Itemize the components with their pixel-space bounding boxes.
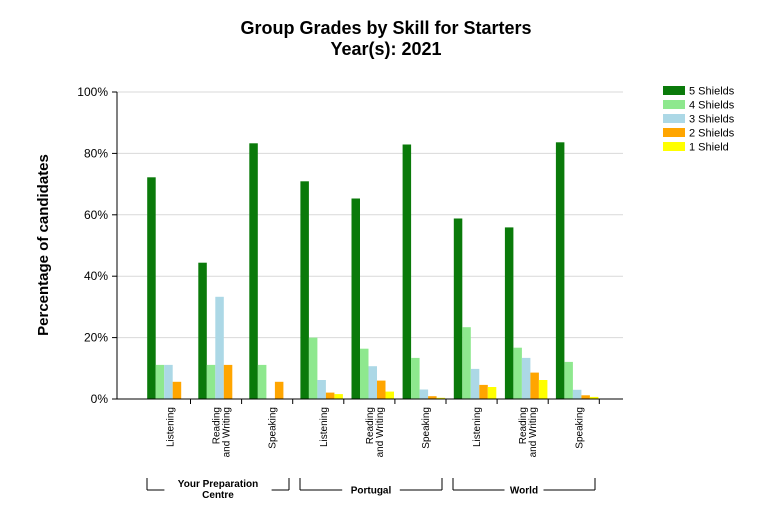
x-tick-label-line: Speaking: [421, 407, 432, 449]
legend-label: 4 Shields: [689, 100, 735, 112]
bar-2-shields: [428, 396, 437, 399]
group-label: Your Preparation: [178, 479, 258, 490]
chart-title: Group Grades by Skill for Starters: [240, 18, 531, 38]
bar-3-shields: [164, 364, 173, 399]
legend-swatch: [663, 114, 685, 123]
bars: [147, 142, 599, 400]
bar-2-shields: [172, 381, 182, 399]
group-label: Portugal: [351, 486, 392, 497]
bar-2-shields: [223, 364, 233, 399]
x-tick-label-line: Speaking: [268, 407, 279, 449]
bar-4-shields: [411, 357, 420, 399]
bar-5-shields: [453, 218, 463, 399]
bar-2-shields: [274, 381, 284, 399]
bar-4-shields: [513, 347, 522, 399]
legend-label: 1 Shield: [689, 142, 729, 154]
legend-swatch: [663, 142, 685, 151]
bar-4-shields: [462, 327, 471, 399]
x-tick-label: Listening: [319, 407, 330, 447]
axes: 0% 20% 40% 60% 80% 100%: [77, 85, 623, 406]
bar-3-shields: [215, 296, 224, 399]
bar-1-shield: [538, 380, 548, 399]
x-tick-label-line: Reading: [212, 407, 223, 444]
x-tick-label: Listening: [472, 407, 483, 447]
group-label: World: [510, 486, 538, 497]
bar-5-shields: [351, 198, 360, 399]
bar-4-shields: [257, 364, 267, 399]
x-tick-label-line: Reading: [518, 407, 529, 444]
bar-1-shield: [487, 387, 497, 399]
bar-5-shields: [504, 227, 514, 399]
bar-2-shields: [377, 380, 386, 399]
x-tick-label: Reading and Writing: [365, 407, 386, 457]
y-tick-label: 100%: [77, 85, 108, 99]
bar-5-shields: [402, 144, 412, 399]
bar-3-shields: [572, 389, 582, 399]
bar-3-shields: [419, 389, 429, 399]
legend-swatch: [663, 86, 685, 95]
group-label: Centre: [202, 490, 234, 501]
bar-2-shields: [479, 384, 488, 399]
gridlines: [117, 91, 623, 339]
legend-label: 3 Shields: [689, 114, 735, 126]
bar-4-shields: [155, 364, 165, 399]
bar-5-shields: [198, 262, 207, 399]
bar-5-shields: [555, 142, 565, 400]
legend: 5 Shields 4 Shields 3 Shields 2 Shields 1 Sh…: [663, 86, 735, 154]
x-tick-label: Speaking: [574, 407, 585, 449]
bar-5-shields: [147, 177, 156, 399]
x-tick-label: Speaking: [268, 407, 279, 449]
chart-subtitle: Year(s): 2021: [330, 39, 441, 59]
x-tick-label-line: Listening: [319, 407, 330, 447]
x-tick-label: Listening: [166, 407, 177, 447]
y-tick-label: 20%: [84, 331, 108, 345]
x-tick-label: Speaking: [421, 407, 432, 449]
bar-2-shields: [581, 395, 590, 399]
legend-swatch: [663, 128, 685, 137]
legend-label: 5 Shields: [689, 86, 735, 98]
bar-4-shields: [564, 361, 573, 399]
y-tick-label: 60%: [84, 208, 108, 222]
bar-2-shields: [325, 392, 335, 399]
x-tick-label-line: Speaking: [574, 407, 585, 449]
x-tick-labels: Listening Reading and Writing Speaking Liste…: [166, 407, 586, 457]
x-tick-label-line: and Writing: [375, 407, 386, 457]
y-tick-label: 80%: [84, 146, 108, 160]
bar-4-shields: [206, 364, 216, 399]
bar-1-shield: [436, 397, 446, 399]
x-tick-label: Reading and Writing: [212, 407, 233, 457]
legend-label: 2 Shields: [689, 128, 735, 140]
x-tick-label-line: Listening: [166, 407, 177, 447]
bar-2-shields: [530, 372, 539, 399]
x-tick-label-line: Listening: [472, 407, 483, 447]
bar-3-shields: [470, 368, 480, 399]
legend-swatch: [663, 100, 685, 109]
x-tick-label-line: Reading: [365, 407, 376, 444]
x-tick-label-line: and Writing: [528, 407, 539, 457]
x-tick-label: Reading and Writing: [518, 407, 539, 457]
y-tick-label: 0%: [91, 392, 109, 406]
x-tick-label-line: and Writing: [222, 407, 233, 457]
bar-4-shields: [360, 348, 369, 399]
bar-5-shields: [249, 143, 258, 399]
bar-3-shields: [368, 366, 377, 399]
bar-1-shield: [589, 396, 599, 399]
bar-3-shields: [317, 380, 326, 399]
bar-1-shield: [385, 391, 394, 399]
bar-4-shields: [308, 337, 318, 399]
bar-5-shields: [300, 181, 309, 399]
bar-3-shields: [521, 357, 531, 399]
y-axis-label: Percentage of candidates: [35, 154, 52, 336]
y-tick-label: 40%: [84, 269, 108, 283]
bar-1-shield: [334, 394, 343, 399]
